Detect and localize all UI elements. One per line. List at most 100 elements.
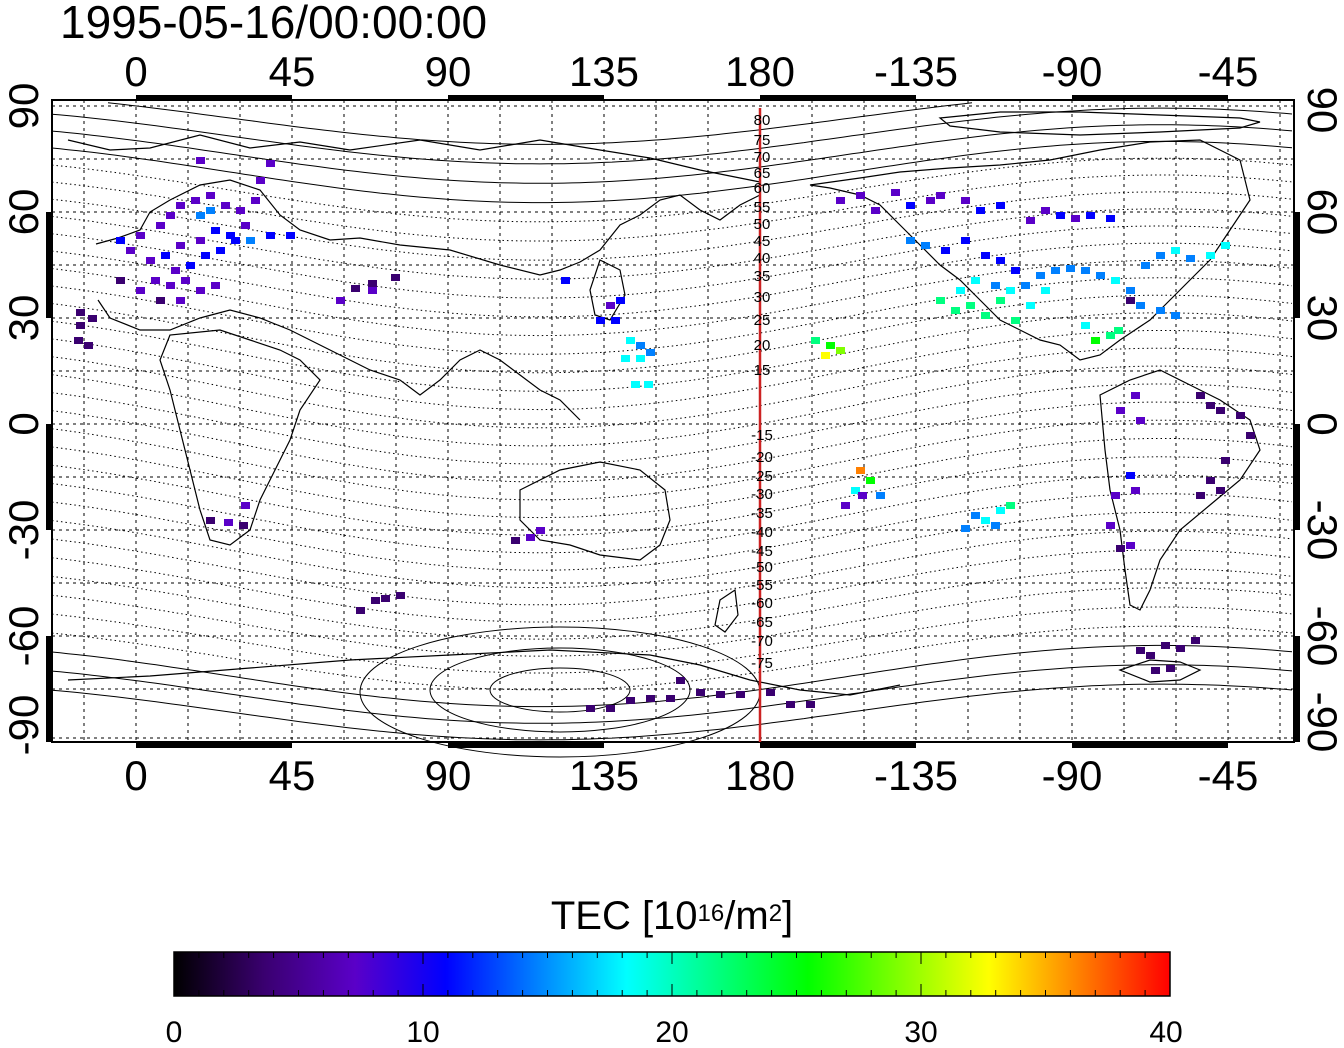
tec-marker bbox=[1171, 312, 1180, 319]
colorbar-tick-label: 10 bbox=[406, 1016, 439, 1048]
meridian-label: -35 bbox=[751, 505, 773, 522]
tec-marker bbox=[116, 277, 125, 284]
tec-marker bbox=[961, 237, 970, 244]
tec-marker bbox=[1131, 392, 1140, 399]
y-tick-right: 90 bbox=[1299, 87, 1344, 134]
tec-marker bbox=[621, 355, 630, 362]
tec-marker bbox=[161, 252, 170, 259]
tec-marker bbox=[951, 307, 960, 314]
x-tick-top: -135 bbox=[874, 48, 958, 95]
tec-marker bbox=[811, 337, 820, 344]
tec-marker bbox=[1161, 642, 1170, 649]
tec-marker bbox=[511, 537, 520, 544]
tec-marker bbox=[88, 315, 97, 322]
tec-marker bbox=[1026, 302, 1035, 309]
contour-line bbox=[51, 277, 1293, 355]
colorbar-tick-label: 0 bbox=[166, 1016, 183, 1048]
tec-marker bbox=[176, 242, 185, 249]
tec-marker bbox=[1126, 542, 1135, 549]
y-tick-right: 60 bbox=[1299, 189, 1344, 236]
tec-marker bbox=[201, 252, 210, 259]
tec-marker bbox=[171, 267, 180, 274]
tec-marker bbox=[126, 247, 135, 254]
contour-line bbox=[51, 365, 1293, 447]
tec-marker bbox=[381, 595, 390, 602]
meridian-label: 15 bbox=[754, 362, 771, 379]
meridian-label: 80 bbox=[754, 112, 771, 129]
y-tick-right: -30 bbox=[1299, 500, 1344, 561]
tec-marker bbox=[981, 312, 990, 319]
tec-marker bbox=[176, 297, 185, 304]
tec-marker bbox=[1141, 262, 1150, 269]
contour-line bbox=[51, 124, 1293, 184]
tec-marker bbox=[806, 701, 815, 708]
tec-marker bbox=[626, 697, 635, 704]
tec-marker bbox=[211, 227, 220, 234]
tec-marker bbox=[196, 157, 205, 164]
tec-marker bbox=[1106, 522, 1115, 529]
tec-marker bbox=[1011, 267, 1020, 274]
tec-marker bbox=[611, 317, 620, 324]
x-axis-top-labels: 0 45 90 135 180 -135 -90 -45 bbox=[124, 48, 1258, 95]
x-tick-top: 135 bbox=[569, 48, 639, 95]
colorbar-ticks bbox=[198, 952, 1146, 996]
contour-line bbox=[51, 401, 1293, 483]
tec-marker bbox=[266, 232, 275, 239]
meridian-label: 55 bbox=[754, 199, 771, 216]
tec-marker bbox=[1166, 665, 1175, 672]
tec-marker bbox=[836, 347, 845, 354]
y-axis-right-labels: 90 60 30 0 -30 -60 -90 bbox=[1299, 87, 1344, 753]
tec-marker bbox=[1071, 215, 1080, 222]
tec-marker bbox=[151, 277, 160, 284]
x-tick-bottom: -90 bbox=[1042, 752, 1103, 799]
y-tick-right: 0 bbox=[1299, 412, 1344, 435]
y-tick-left: -90 bbox=[0, 695, 47, 756]
x-tick-top: 180 bbox=[725, 48, 795, 95]
tec-marker bbox=[1126, 297, 1135, 304]
meridian-label: -30 bbox=[751, 486, 773, 503]
tec-marker bbox=[1051, 267, 1060, 274]
tec-marker bbox=[1041, 207, 1050, 214]
tec-marker bbox=[1081, 322, 1090, 329]
tec-marker bbox=[1096, 272, 1105, 279]
tec-marker bbox=[368, 287, 377, 294]
colorbar-title: TEC [1016/m2] bbox=[0, 892, 1344, 940]
tec-marker bbox=[936, 297, 945, 304]
contour-line bbox=[51, 347, 1293, 429]
tec-marker bbox=[336, 297, 345, 304]
meridian-label: 30 bbox=[754, 289, 771, 306]
meridian-label: -25 bbox=[751, 468, 773, 485]
contour-line bbox=[51, 383, 1293, 465]
y-tick-right: -90 bbox=[1299, 692, 1344, 753]
tec-marker bbox=[246, 237, 255, 244]
contour-line bbox=[51, 438, 1293, 519]
contour-line bbox=[51, 493, 1293, 571]
meridian-label: 75 bbox=[754, 132, 771, 149]
tec-marker bbox=[961, 525, 970, 532]
contour-line bbox=[51, 456, 1293, 536]
tec-marker bbox=[1146, 652, 1155, 659]
tec-marker bbox=[786, 701, 795, 708]
tec-marker bbox=[74, 337, 83, 344]
tec-marker bbox=[961, 197, 970, 204]
tec-marker bbox=[891, 189, 900, 196]
tec-marker bbox=[1066, 265, 1075, 272]
tec-marker bbox=[1106, 215, 1115, 222]
tec-marker bbox=[936, 192, 945, 199]
tec-marker bbox=[206, 207, 215, 214]
tec-marker bbox=[646, 349, 655, 356]
tec-marker bbox=[616, 297, 625, 304]
tec-marker bbox=[1216, 487, 1225, 494]
tec-marker bbox=[286, 232, 295, 239]
tec-marker bbox=[196, 212, 205, 219]
tec-marker bbox=[606, 302, 615, 309]
meridian-label: 40 bbox=[754, 250, 771, 267]
contour-line bbox=[51, 140, 1293, 204]
tec-marker bbox=[976, 207, 985, 214]
meridian-label: -65 bbox=[751, 614, 773, 631]
meridian-label: -70 bbox=[751, 633, 773, 650]
contour-ellipse bbox=[489, 667, 631, 713]
tec-marker bbox=[996, 202, 1005, 209]
tec-marker bbox=[231, 237, 240, 244]
tec-marker bbox=[941, 247, 950, 254]
